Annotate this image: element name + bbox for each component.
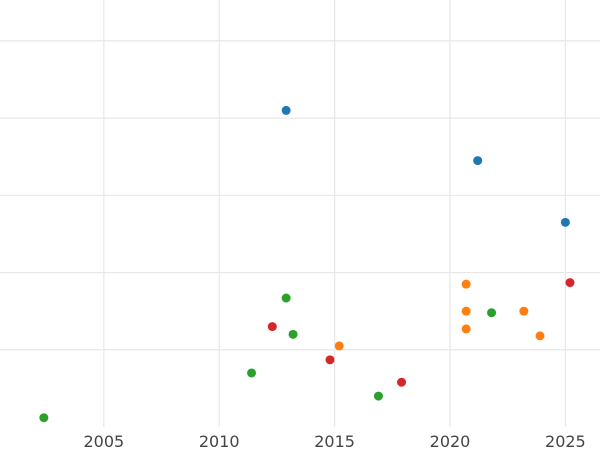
data-point-s3-3 — [565, 278, 575, 288]
data-point-s2-1 — [247, 368, 257, 378]
data-point-s2-0 — [39, 413, 49, 423]
data-point-s1-3 — [461, 324, 471, 334]
x-tick-label-2020: 2020 — [430, 432, 471, 450]
data-point-s1-2 — [461, 306, 471, 316]
data-point-s3-2 — [397, 377, 407, 387]
x-tick-label-2015: 2015 — [314, 432, 355, 450]
series-2 — [39, 293, 497, 423]
data-point-s0-0 — [281, 105, 291, 115]
data-point-s2-5 — [487, 308, 497, 318]
gridlines — [0, 0, 600, 427]
series-0 — [281, 105, 570, 227]
data-point-s2-3 — [288, 329, 298, 339]
data-point-s0-1 — [473, 156, 483, 166]
x-tick-label-2005: 2005 — [83, 432, 124, 450]
data-point-s3-1 — [325, 355, 335, 365]
data-point-s1-5 — [535, 331, 545, 341]
data-point-s2-4 — [373, 391, 383, 401]
x-tick-label-2025: 2025 — [545, 432, 586, 450]
data-point-s0-2 — [560, 217, 570, 227]
data-point-s1-4 — [519, 306, 529, 316]
data-points — [39, 105, 575, 423]
data-point-s3-0 — [267, 322, 277, 332]
data-point-s1-0 — [334, 341, 344, 351]
series-1 — [334, 279, 545, 351]
data-point-s2-2 — [281, 293, 291, 303]
series-3 — [267, 278, 575, 387]
data-point-s1-1 — [461, 279, 471, 289]
x-tick-label-2010: 2010 — [199, 432, 240, 450]
x-axis-ticks: 2005 2010 2015 2020 2025 — [83, 432, 585, 450]
